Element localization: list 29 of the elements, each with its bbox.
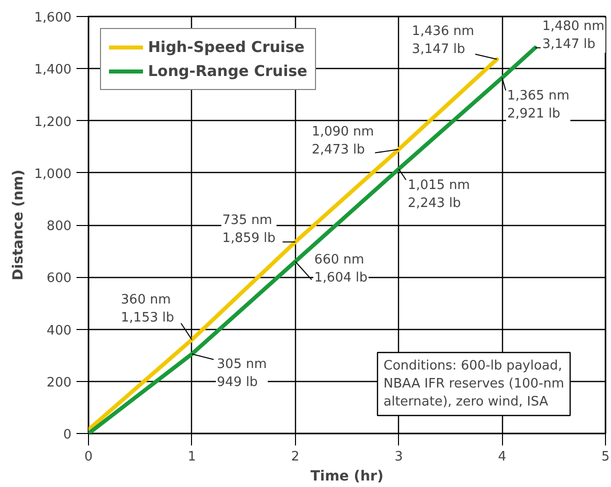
y-tick-label: 1,200 [34,114,72,130]
x-tick-label: 3 [394,450,403,464]
annotation: 305 nm 949 lb [216,357,267,390]
annotation: 1,365 nm 2,921 lb [507,88,570,122]
y-tick-label: 0 [63,428,72,442]
y-tick-label: 1,000 [34,166,72,182]
y-axis-title: Distance (nm) [10,170,26,280]
x-tick-label: 5 [601,450,610,464]
annotation: 1,480 nm 3,147 lb [542,18,604,52]
annotation: 660 nm 1,604 lb [314,252,368,286]
y-tick-label: 800 [46,219,72,234]
y-tick-label: 400 [46,323,72,338]
y-tick-label: 200 [46,375,72,390]
annotation: Conditions: 600-lb payload, NBAA IFR reserves (100-nm alternate), zero wind, ISA [384,358,564,410]
x-tick-label: 1 [188,450,196,464]
legend-label: High-Speed Cruise [148,38,305,56]
annotation: 1,090 nm 2,473 lb [312,124,374,158]
x-tick-label: 2 [291,450,300,464]
y-tick-label: 1,400 [34,62,72,78]
x-axis-title: Time (hr) [310,468,384,484]
annotation: 1,436 nm 3,147 lb [412,24,474,58]
x-tick-label: 4 [498,450,506,464]
annotation: 1,015 nm 2,243 lb [408,178,470,211]
y-tick-label: 600 [46,271,72,286]
legend-label: Long-Range Cruise [148,62,308,80]
y-tick-label: 1,600 [34,10,72,26]
annotation: 360 nm 1,153 lb [120,292,174,326]
annotation: 735 nm 1,859 lb [222,212,276,246]
x-tick-label: 0 [84,450,93,464]
